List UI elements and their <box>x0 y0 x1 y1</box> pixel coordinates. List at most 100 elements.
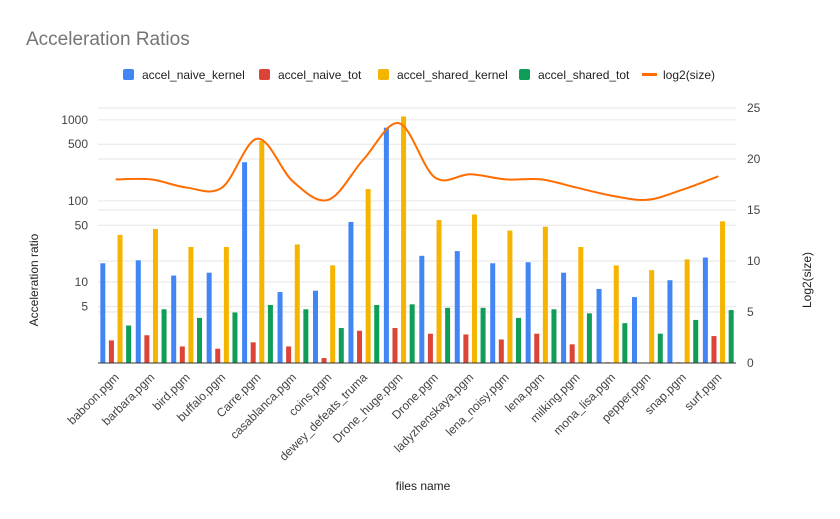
bar-accel_shared_tot <box>516 317 522 363</box>
legend-label: accel_naive_kernel <box>142 68 245 82</box>
y-tick-label: 100 <box>68 194 88 208</box>
bar-accel_naive_kernel <box>277 292 283 363</box>
bar-accel_shared_kernel <box>649 270 655 363</box>
bar-accel_shared_tot <box>197 317 203 363</box>
bar-accel_naive_kernel <box>454 251 460 363</box>
y2-tick-label: 5 <box>747 305 754 319</box>
bar-accel_shared_tot <box>551 309 557 363</box>
bar-accel_naive_kernel <box>561 272 567 363</box>
chart-title: Acceleration Ratios <box>26 29 190 50</box>
legend-swatch-accel_naive_kernel <box>123 69 134 80</box>
bar-accel_shared_kernel <box>365 189 371 363</box>
bar-accel_shared_tot <box>693 319 699 363</box>
x-tick-label: surf.pgm <box>681 370 724 413</box>
y2-tick-label: 10 <box>747 254 761 268</box>
bar-accel_shared_tot <box>338 328 344 363</box>
bar-accel_naive_kernel <box>242 162 248 363</box>
bar-accel_naive_tot <box>250 342 256 363</box>
bar-accel_shared_kernel <box>223 246 229 363</box>
bar-accel_shared_kernel <box>152 229 158 363</box>
y-tick-label: 5 <box>81 299 88 313</box>
bar-accel_shared_kernel <box>578 246 584 363</box>
legend-swatch-accel_shared_kernel <box>378 69 389 80</box>
left-axis-ticks: 5 10 50 100 500 1000 <box>61 113 88 314</box>
bar-accel_naive_tot <box>534 333 540 363</box>
y-tick-label: 500 <box>68 137 88 151</box>
bar-accel_naive_kernel <box>135 260 141 363</box>
bar-accel_shared_tot <box>161 309 167 363</box>
bar-accel_naive_tot <box>357 330 363 363</box>
bar-accel_naive_kernel <box>667 280 673 363</box>
x-axis-ticks: baboon.pgmbarbara.pgmbird.pgmbuffalo.pgm… <box>65 370 725 464</box>
bar-accel_naive_tot <box>427 333 433 363</box>
bar-accel_shared_tot <box>586 313 592 363</box>
legend-label: accel_shared_kernel <box>397 68 508 82</box>
x-tick-label: lena_noisy.pgm <box>443 370 512 439</box>
gridlines <box>98 107 736 313</box>
legend-swatch-accel_shared_tot <box>519 69 530 80</box>
y-axis-title: Acceleration ratio <box>27 233 41 326</box>
bar-accel_shared_tot <box>126 325 132 363</box>
y2-tick-label: 15 <box>747 203 761 217</box>
bar-accel_shared_kernel <box>294 244 300 363</box>
bar-accel_shared_tot <box>622 323 628 363</box>
legend-label: log2(size) <box>663 68 715 82</box>
legend-label: accel_shared_tot <box>538 68 630 82</box>
bar-accel_shared_kernel <box>188 246 194 363</box>
bar-accel_naive_kernel <box>383 127 389 363</box>
bar-accel_shared_kernel <box>117 234 123 363</box>
bar-accel_naive_tot <box>179 346 185 363</box>
legend-label: accel_naive_tot <box>278 68 362 82</box>
y-tick-label: 10 <box>75 275 89 289</box>
bar-accel_shared_tot <box>409 304 415 363</box>
bar-accel_shared_tot <box>232 312 238 363</box>
y-tick-label: 1000 <box>61 113 88 127</box>
bar-accel_naive_kernel <box>206 272 212 363</box>
legend-swatch-accel_naive_tot <box>259 69 270 80</box>
bar-accel_naive_kernel <box>702 257 708 363</box>
bar-accel_shared_kernel <box>613 265 619 363</box>
y2-tick-label: 20 <box>747 152 761 166</box>
bar-accel_shared_kernel <box>507 230 513 363</box>
y-tick-label: 50 <box>75 218 89 232</box>
bar-accel_naive_tot <box>321 358 327 363</box>
bar-accel_naive_kernel <box>171 275 177 363</box>
bar-accel_shared_tot <box>374 304 380 363</box>
bar-accel_naive_kernel <box>631 297 637 363</box>
bar-accel_naive_kernel <box>490 263 496 363</box>
bar-accel_shared_kernel <box>401 116 407 363</box>
legend: accel_naive_kernel accel_naive_tot accel_s… <box>123 68 715 82</box>
bar-accel_shared_kernel <box>542 226 548 363</box>
line-series <box>115 122 719 202</box>
bar-accel_shared_tot <box>657 333 663 363</box>
x-axis-title: files name <box>396 479 451 493</box>
right-axis-ticks: 0 5 10 15 20 25 <box>747 101 761 370</box>
bar-accel_naive_tot <box>108 340 114 363</box>
bar-accel_naive_tot <box>498 339 504 363</box>
bar-accel_naive_kernel <box>596 288 602 363</box>
bar-accel_shared_kernel <box>259 140 265 363</box>
bar-accel_shared_tot <box>267 304 273 363</box>
bar-accel_shared_kernel <box>684 259 690 363</box>
bar-accel_shared_kernel <box>471 214 477 363</box>
bar-accel_naive_kernel <box>419 255 425 363</box>
bar-accel_shared_kernel <box>720 221 726 363</box>
bar-accel_shared_tot <box>445 307 451 363</box>
bar-accel_naive_tot <box>392 328 398 363</box>
y2-axis-title: Log2(size) <box>800 252 814 308</box>
bar-accel_naive_tot <box>215 348 221 363</box>
bar-accel_shared_kernel <box>436 220 442 363</box>
bar-accel_naive_tot <box>286 346 292 363</box>
bar-accel_shared_tot <box>480 307 486 363</box>
bar-accel_naive_tot <box>711 336 717 363</box>
bar-accel_naive_tot <box>144 335 150 363</box>
y2-tick-label: 25 <box>747 101 761 115</box>
bar-accel_naive_tot <box>463 334 469 363</box>
x-tick-label: mona_lisa.pgm <box>551 370 618 437</box>
bars <box>100 116 734 364</box>
bar-accel_shared_kernel <box>330 265 336 363</box>
bar-accel_naive_tot <box>569 344 575 363</box>
bar-accel_naive_kernel <box>100 263 106 363</box>
